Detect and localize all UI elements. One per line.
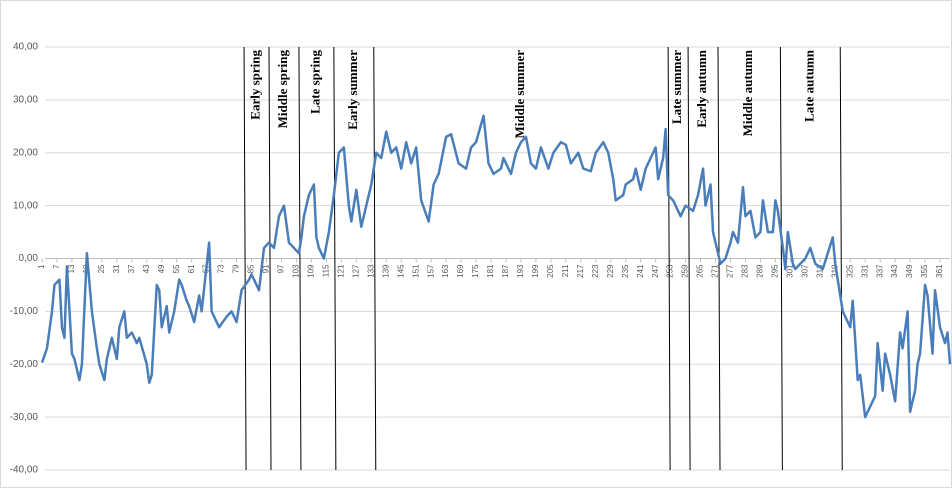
season-label: Late autumn bbox=[801, 49, 816, 122]
y-tick-label: -10,00 bbox=[10, 306, 39, 317]
season-boundary bbox=[687, 46, 691, 471]
y-tick-label: 20,00 bbox=[13, 147, 38, 158]
x-tick-label: 79 bbox=[232, 264, 241, 273]
x-tick-label: 247 bbox=[651, 264, 660, 278]
x-tick-label: 121 bbox=[336, 264, 345, 278]
x-tick-label: 145 bbox=[396, 264, 405, 278]
x-tick-label: 55 bbox=[172, 264, 181, 273]
x-tick-label: 49 bbox=[157, 264, 166, 273]
x-tick-label: 361 bbox=[935, 264, 944, 278]
season-boundary bbox=[779, 46, 783, 471]
y-tick-label: 40,00 bbox=[13, 42, 38, 53]
season-boundary bbox=[839, 46, 843, 471]
season-label: Late summer bbox=[669, 50, 684, 124]
y-tick-label: -40,00 bbox=[10, 465, 39, 476]
season-label: Early summer bbox=[345, 50, 360, 130]
x-tick-label: 343 bbox=[890, 264, 899, 278]
x-tick-label: 7 bbox=[52, 264, 61, 269]
y-tick-label: -30,00 bbox=[10, 412, 39, 423]
season-label: Middle autumn bbox=[740, 49, 755, 136]
x-tick-label: 31 bbox=[112, 264, 121, 273]
season-label: Early autumn bbox=[694, 49, 709, 127]
x-tick-label: 115 bbox=[321, 264, 330, 277]
x-tick-label: 151 bbox=[411, 264, 420, 278]
x-tick-label: 25 bbox=[97, 264, 106, 273]
season-boundary bbox=[268, 46, 272, 471]
season-label: Middle spring bbox=[275, 50, 290, 129]
x-tick-label: 169 bbox=[456, 264, 465, 278]
x-tick-label: 175 bbox=[471, 264, 480, 278]
x-tick-label: 1 bbox=[37, 264, 46, 269]
season-boundary bbox=[333, 46, 337, 471]
x-tick-label: 163 bbox=[441, 264, 450, 278]
x-tick-label: 259 bbox=[681, 264, 690, 278]
temperature-line bbox=[40, 114, 952, 419]
x-tick-label: 301 bbox=[785, 264, 794, 278]
x-tick-label: 283 bbox=[741, 264, 750, 278]
x-tick-label: 319 bbox=[830, 264, 839, 278]
x-tick-label: 313 bbox=[815, 264, 824, 278]
x-tick-label: 157 bbox=[426, 264, 435, 278]
x-tick-label: 349 bbox=[905, 264, 914, 278]
x-tick-label: 271 bbox=[711, 264, 720, 278]
x-tick-label: 139 bbox=[381, 264, 390, 278]
x-tick-label: 109 bbox=[307, 264, 316, 278]
x-tick-label: 193 bbox=[516, 264, 525, 278]
x-tick-label: 265 bbox=[696, 264, 705, 278]
x-tick-label: 61 bbox=[187, 264, 196, 273]
x-tick-label: 181 bbox=[486, 264, 495, 278]
season-boundary bbox=[373, 46, 377, 471]
x-tick-label: 73 bbox=[217, 264, 226, 273]
x-tick-label: 277 bbox=[726, 264, 735, 278]
y-tick-label: -20,00 bbox=[10, 359, 39, 370]
x-tick-label: 331 bbox=[860, 264, 869, 278]
season-boundary bbox=[667, 46, 671, 471]
x-tick-label: 295 bbox=[770, 264, 779, 278]
x-tick-label: 307 bbox=[800, 264, 809, 278]
x-tick-label: 103 bbox=[292, 264, 301, 278]
x-tick-label: 229 bbox=[606, 264, 615, 278]
x-tick-label: 13 bbox=[67, 264, 76, 273]
x-tick-label: 199 bbox=[531, 264, 540, 278]
x-tick-label: 97 bbox=[277, 264, 286, 273]
x-tick-label: 355 bbox=[920, 264, 929, 278]
x-tick-label: 289 bbox=[756, 264, 765, 278]
season-boundary bbox=[298, 46, 302, 471]
x-tick-label: 205 bbox=[546, 264, 555, 278]
y-tick-label: 30,00 bbox=[13, 95, 38, 106]
y-tick-label: 10,00 bbox=[13, 200, 38, 211]
x-tick-label: 253 bbox=[666, 264, 675, 278]
x-tick-label: 133 bbox=[366, 264, 375, 278]
x-tick-label: 235 bbox=[621, 264, 630, 278]
x-tick-label: 85 bbox=[247, 264, 256, 273]
x-tick-label: 37 bbox=[127, 264, 136, 273]
x-tick-label: 325 bbox=[845, 264, 854, 278]
x-tick-label: 337 bbox=[875, 264, 884, 278]
season-label: Late spring bbox=[307, 50, 322, 114]
x-tick-label: 211 bbox=[561, 264, 570, 277]
x-tick-label: 43 bbox=[142, 264, 151, 273]
y-tick-label: 0,00 bbox=[19, 253, 39, 264]
x-tick-label: 217 bbox=[576, 264, 585, 278]
x-tick-label: 187 bbox=[501, 264, 510, 278]
x-tick-label: 127 bbox=[351, 264, 360, 278]
x-tick-label: 241 bbox=[636, 264, 645, 278]
season-boundary bbox=[243, 46, 247, 471]
x-tick-label: 223 bbox=[591, 264, 600, 278]
season-label: Middle summer bbox=[512, 50, 527, 139]
x-tick-label: 91 bbox=[262, 264, 271, 273]
season-label: Early spring bbox=[248, 50, 263, 120]
